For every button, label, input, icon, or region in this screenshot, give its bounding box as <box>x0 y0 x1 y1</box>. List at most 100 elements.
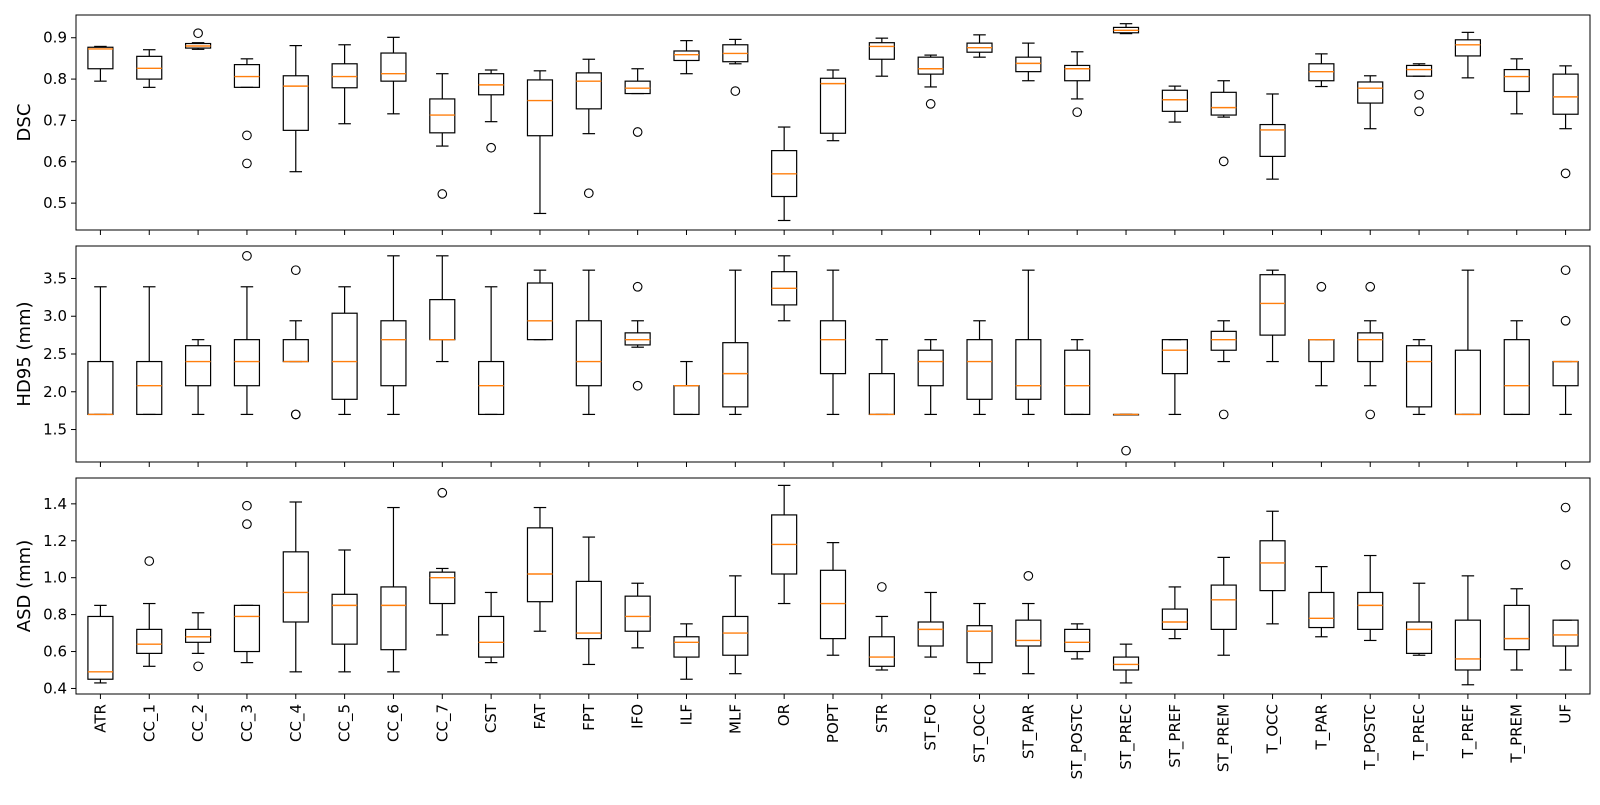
x-tick-label: UF <box>1557 704 1575 724</box>
x-tick-label: ST_OCC <box>971 704 990 763</box>
x-tick-label: CST <box>482 703 500 733</box>
flier-point <box>242 519 252 530</box>
box-CC_7 <box>429 255 456 363</box>
box-iqr <box>1210 91 1237 116</box>
box-iqr <box>1552 619 1579 647</box>
box-iqr <box>1357 591 1384 630</box>
box-iqr <box>966 339 993 400</box>
box-FPT <box>575 58 602 199</box>
flier-point <box>1560 315 1571 326</box>
box-CC_4 <box>282 265 309 420</box>
box-iqr <box>819 77 847 134</box>
box-T_PREF <box>1454 575 1482 686</box>
x-tick-label: T_PAR <box>1312 704 1331 750</box>
box-iqr <box>868 636 895 667</box>
box-iqr <box>722 342 749 408</box>
flier-point <box>632 380 643 391</box>
x-tick-label: CC_6 <box>384 704 403 742</box>
box-iqr <box>136 628 163 654</box>
flier-point <box>242 130 252 141</box>
box-iqr <box>478 360 505 416</box>
y-tick-label: 0.6 <box>43 153 67 171</box>
flier-point <box>1414 89 1424 100</box>
box-OR <box>771 126 798 222</box>
flier-point <box>242 500 252 511</box>
box-UF <box>1552 265 1579 416</box>
box-iqr <box>1454 39 1482 57</box>
box-iqr <box>233 604 261 653</box>
box-iqr <box>1210 584 1237 630</box>
box-ST_FO <box>917 591 944 658</box>
box-MLF <box>722 38 749 96</box>
box-FAT <box>526 269 554 341</box>
box-ILF <box>673 623 700 680</box>
flier-point <box>1316 281 1327 292</box>
x-tick-label: FAT <box>531 703 549 729</box>
box-ST_PREM <box>1210 80 1237 167</box>
box-iqr <box>819 320 847 375</box>
box-CST <box>478 286 505 416</box>
x-tick-label: ST_PAR <box>1019 704 1038 759</box>
box-CC_3 <box>233 58 261 169</box>
box-iqr <box>624 80 651 95</box>
box-iqr <box>575 580 602 640</box>
box-ST_PREC <box>1112 23 1140 35</box>
flier-point <box>1365 281 1376 292</box>
box-T_PREM <box>1503 58 1530 115</box>
box-ILF <box>673 360 700 416</box>
axes-frame <box>75 14 1591 231</box>
x-tick-label: T_PREF <box>1459 704 1478 759</box>
box-iqr <box>673 385 700 416</box>
box-iqr <box>87 615 114 680</box>
box-ATR <box>87 286 114 416</box>
box-CC_1 <box>136 286 163 416</box>
y-tick-label: 3.0 <box>43 307 67 325</box>
box-iqr <box>184 628 212 643</box>
y-tick-label: 0.4 <box>43 679 67 697</box>
flier-point <box>876 582 887 592</box>
x-tick-label: STR <box>873 704 891 733</box>
box-iqr <box>1503 68 1530 93</box>
box-IFO <box>624 582 651 649</box>
x-tick-label: CC_4 <box>287 704 306 742</box>
box-IFO <box>624 68 651 137</box>
y-tick-label: 1.2 <box>43 532 67 550</box>
box-iqr <box>1064 64 1091 82</box>
y-tick-label: 1.4 <box>43 495 67 513</box>
box-iqr <box>331 593 358 645</box>
box-CC_3 <box>233 500 261 664</box>
flier-point <box>437 487 448 498</box>
y-tick-label: 0.6 <box>43 643 67 661</box>
flier-point <box>583 188 594 199</box>
box-iqr <box>380 586 407 651</box>
box-FPT <box>575 269 602 416</box>
box-iqr <box>1454 349 1482 416</box>
box-iqr <box>1259 540 1286 592</box>
box-iqr <box>526 79 554 137</box>
box-ST_FO <box>917 54 944 109</box>
x-tick-label: CC_1 <box>140 704 159 742</box>
box-iqr <box>1357 81 1384 104</box>
box-iqr <box>624 332 651 346</box>
x-tick-label: T_PREC <box>1410 704 1429 761</box>
x-tick-label: T_POSTC <box>1361 704 1380 771</box>
flier-point <box>1560 265 1571 276</box>
flier-point <box>290 265 301 276</box>
box-CC_6 <box>380 255 407 416</box>
y-tick-label: 2.0 <box>43 383 67 401</box>
box-T_PREC <box>1405 63 1433 117</box>
flier-point <box>290 409 301 420</box>
box-CC_4 <box>282 44 309 173</box>
x-tick-label: ST_FO <box>922 704 941 751</box>
box-T_PREF <box>1454 31 1482 79</box>
box-iqr <box>1259 123 1286 158</box>
box-iqr <box>1064 628 1091 653</box>
flier-point <box>437 189 448 199</box>
box-iqr <box>1259 274 1286 336</box>
panel-2: 0.4 0.6 0.8 1.0 1.2 1.4 ASD (mm) ATR CC_1 CC_2 CC_… <box>14 477 1591 779</box>
box-iqr <box>1161 339 1188 375</box>
box-MLF <box>722 269 749 416</box>
flier-point <box>193 28 203 39</box>
box-CC_7 <box>429 73 456 199</box>
